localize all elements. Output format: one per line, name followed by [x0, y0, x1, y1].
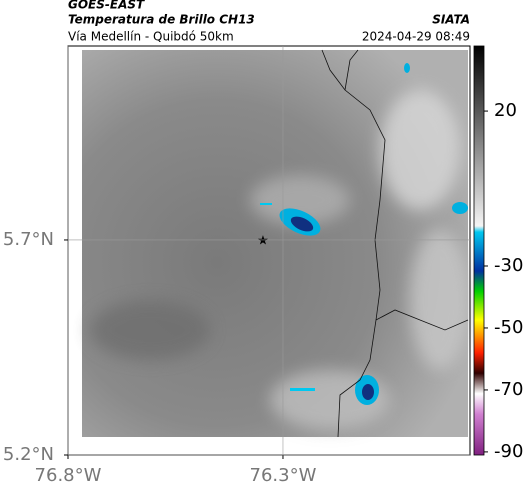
colorbar-tick-label: 20	[494, 100, 517, 121]
colorbar-tick-label: -70	[494, 379, 523, 400]
colorbar-tick-label: -50	[494, 317, 523, 338]
x-tick-label: 76.8°W	[35, 465, 102, 486]
source: GOES-EAST	[68, 0, 145, 12]
x-tick-label: 76.3°W	[250, 465, 317, 486]
subtitle: Vía Medellín - Quibdó 50km	[68, 30, 234, 44]
colorbar	[473, 45, 485, 456]
colorbar-tick-label: -90	[494, 441, 523, 462]
title: Temperatura de Brillo CH13	[68, 13, 255, 27]
satellite-image: ★	[82, 49, 470, 438]
colorbar-tick-label: -30	[494, 255, 523, 276]
y-tick-label: 5.7°N	[3, 229, 54, 250]
svg-text:★: ★	[257, 234, 269, 249]
y-tick-label: 5.2°N	[3, 444, 54, 465]
timestamp: 2024-04-29 08:49	[362, 30, 470, 44]
agency: SIATA	[432, 13, 470, 27]
